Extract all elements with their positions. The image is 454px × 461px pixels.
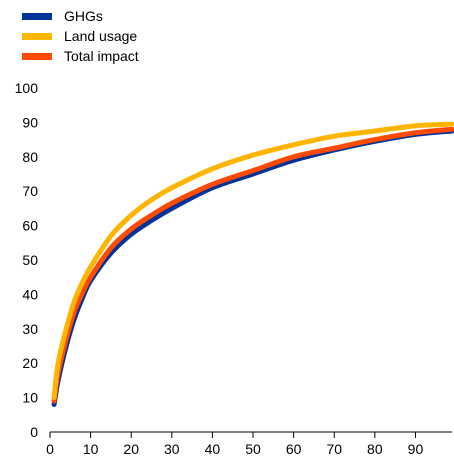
- x-tick-label: 70: [326, 441, 342, 457]
- y-tick-label: 50: [22, 252, 38, 268]
- y-tick-label: 60: [22, 218, 38, 234]
- x-tick-label: 0: [46, 441, 54, 457]
- x-tick-label: 20: [123, 441, 139, 457]
- y-axis: 0 10 20 30 40 50 60 70 80 90 100: [15, 80, 39, 440]
- x-tick-label: 30: [164, 441, 180, 457]
- y-tick-label: 20: [22, 355, 38, 371]
- legend-item-ghgs: GHGs: [22, 6, 139, 26]
- y-tick-label: 0: [30, 424, 38, 440]
- legend-swatch-land-usage: [22, 32, 52, 40]
- legend-item-land-usage: Land usage: [22, 26, 139, 46]
- x-axis: 0 10 20 30 40 50 60 70 80 90: [46, 431, 452, 457]
- x-tick-label: 60: [286, 441, 302, 457]
- legend-label-land-usage: Land usage: [64, 28, 138, 44]
- y-tick-label: 70: [22, 183, 38, 199]
- legend: GHGs Land usage Total impact: [22, 6, 139, 66]
- y-tick-label: 10: [22, 390, 38, 406]
- y-tick-label: 100: [15, 80, 39, 96]
- y-tick-label: 80: [22, 149, 38, 165]
- x-tick-label: 50: [245, 441, 261, 457]
- series-line-land-usage: [51, 121, 454, 401]
- y-tick-label: 40: [22, 286, 38, 302]
- y-tick-label: 90: [22, 114, 38, 130]
- x-tick-label: 80: [367, 441, 383, 457]
- plot-lines: [51, 121, 454, 407]
- legend-label-ghgs: GHGs: [64, 8, 103, 24]
- x-tick-label: 40: [205, 441, 221, 457]
- legend-item-total-impact: Total impact: [22, 46, 139, 66]
- y-tick-label: 30: [22, 321, 38, 337]
- x-tick-label: 90: [408, 441, 424, 457]
- x-tick-label: 10: [83, 441, 99, 457]
- series-line-total-impact: [51, 126, 454, 404]
- legend-swatch-total-impact: [22, 52, 52, 60]
- legend-swatch-ghgs: [22, 12, 52, 20]
- legend-label-total-impact: Total impact: [64, 48, 139, 64]
